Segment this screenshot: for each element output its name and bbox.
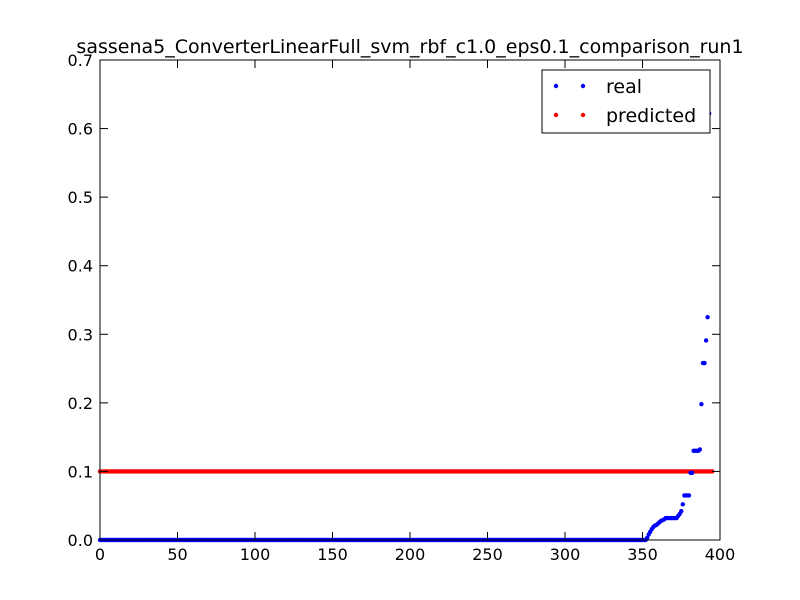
- plot-area: [100, 60, 720, 540]
- x-tick-label: 250: [472, 545, 503, 564]
- plot-background: [100, 60, 720, 540]
- y-tick-label: 0.4: [68, 257, 93, 276]
- legend-marker-predicted: [580, 112, 586, 118]
- x-tick-label: 350: [627, 545, 658, 564]
- point-real: [699, 402, 704, 407]
- x-tick-label: 150: [317, 545, 348, 564]
- legend-label-real: real: [606, 76, 642, 98]
- legend-box: [541, 69, 711, 134]
- point-real: [644, 535, 650, 541]
- point-real: [679, 509, 684, 514]
- y-tick-label: 0.6: [68, 120, 93, 139]
- point-real: [703, 338, 709, 343]
- data-points: [97, 111, 715, 543]
- y-tick-label: 0.1: [68, 462, 93, 481]
- y-tick-label: 0.5: [68, 188, 93, 207]
- x-tick-label: 50: [167, 545, 187, 564]
- point-real: [680, 502, 685, 507]
- legend-marker-real: [580, 83, 586, 89]
- y-tick-label: 0.7: [68, 51, 93, 70]
- chart-title: sassena5_ConverterLinearFull_svm_rbf_c1.…: [76, 36, 743, 58]
- legend-marker-predicted: [553, 112, 559, 118]
- point-real: [702, 360, 707, 366]
- legend-label-predicted: predicted: [606, 105, 696, 127]
- point-real: [697, 447, 703, 452]
- legend-marker-real: [553, 83, 559, 89]
- axes: 0 50 100 150 200 250 300 350 400 0.0 0.1 0.2 0.3 0.4 0…: [68, 51, 736, 564]
- point-real: [689, 470, 695, 475]
- series-predicted: [97, 469, 715, 474]
- legend: real predicted: [541, 69, 711, 134]
- x-tick-label: 100: [240, 545, 271, 564]
- y-tick-label: 0.3: [68, 325, 93, 344]
- x-tick-label: 0: [95, 545, 105, 564]
- series-real: [97, 111, 712, 543]
- point-real: [686, 493, 692, 498]
- x-tick-label: 200: [395, 545, 426, 564]
- point-real: [705, 314, 710, 320]
- y-tick-label: 0.2: [68, 394, 93, 413]
- y-tick-label: 0.0: [68, 531, 93, 550]
- x-tick-label: 400: [705, 545, 736, 564]
- x-tick-label: 300: [550, 545, 581, 564]
